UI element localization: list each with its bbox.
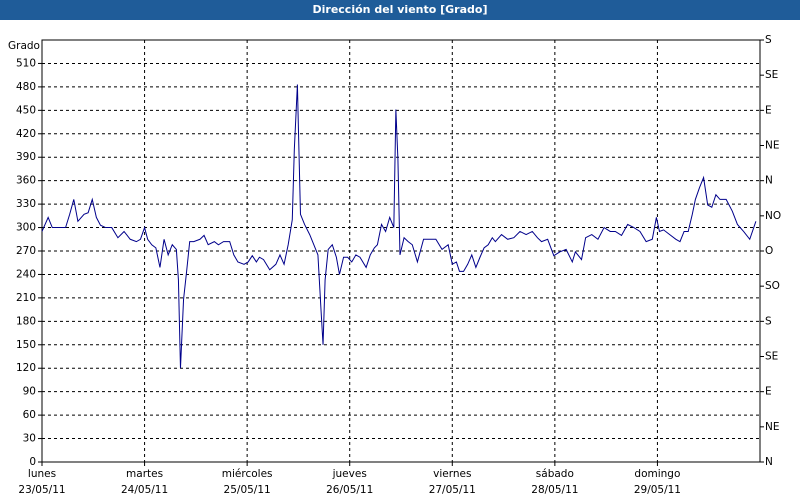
y-tick-label: 120 (16, 362, 36, 374)
y2-tick-label: N (765, 175, 773, 187)
y-tick-label: 360 (16, 175, 36, 187)
y-tick-label: 90 (23, 386, 36, 398)
y-tick-label: 390 (16, 151, 36, 163)
x-tick-label: miércoles (222, 468, 273, 480)
y2-tick-label: SE (765, 351, 778, 363)
y-tick-label: 480 (16, 81, 36, 93)
title-bar (0, 0, 800, 20)
y-tick-label: 510 (16, 57, 36, 69)
y2-tick-label: N (765, 456, 773, 468)
y-axis-label: Grado (8, 40, 40, 52)
x-tick-date: 29/05/11 (634, 484, 681, 496)
y2-tick-label: NO (765, 210, 781, 222)
x-tick-date: 27/05/11 (429, 484, 476, 496)
y-tick-label: 0 (29, 456, 36, 468)
y-tick-label: 330 (16, 198, 36, 210)
x-tick-label: sábado (536, 468, 574, 480)
y-tick-label: 210 (16, 292, 36, 304)
x-tick-label: lunes (28, 468, 56, 480)
y2-tick-label: NE (765, 140, 780, 152)
y-tick-label: 240 (16, 268, 36, 280)
y2-tick-label: SE (765, 69, 778, 81)
x-tick-date: 25/05/11 (224, 484, 271, 496)
y-tick-label: 420 (16, 128, 36, 140)
x-tick-label: martes (126, 468, 163, 480)
x-tick-date: 24/05/11 (121, 484, 168, 496)
y-tick-label: 270 (16, 245, 36, 257)
x-tick-label: jueves (332, 468, 367, 480)
x-tick-label: viernes (433, 468, 471, 480)
y-tick-label: 300 (16, 222, 36, 234)
y-tick-label: 30 (23, 433, 36, 445)
y2-tick-label: S (765, 34, 772, 46)
y2-tick-label: NE (765, 421, 780, 433)
chart-title: Dirección del viento [Grado] (313, 3, 488, 16)
y2-tick-label: E (765, 104, 772, 116)
x-tick-label: domingo (634, 468, 680, 480)
y2-tick-label: SO (765, 280, 780, 292)
y-tick-label: 60 (23, 409, 36, 421)
x-tick-date: 26/05/11 (326, 484, 373, 496)
y-tick-label: 180 (16, 315, 36, 327)
y2-tick-label: O (765, 245, 773, 257)
y-tick-label: 150 (16, 339, 36, 351)
x-tick-date: 23/05/11 (18, 484, 65, 496)
x-tick-date: 28/05/11 (531, 484, 578, 496)
y2-tick-label: S (765, 315, 772, 327)
y-tick-label: 450 (16, 104, 36, 116)
data-line (41, 84, 757, 369)
y2-tick-label: E (765, 386, 772, 398)
